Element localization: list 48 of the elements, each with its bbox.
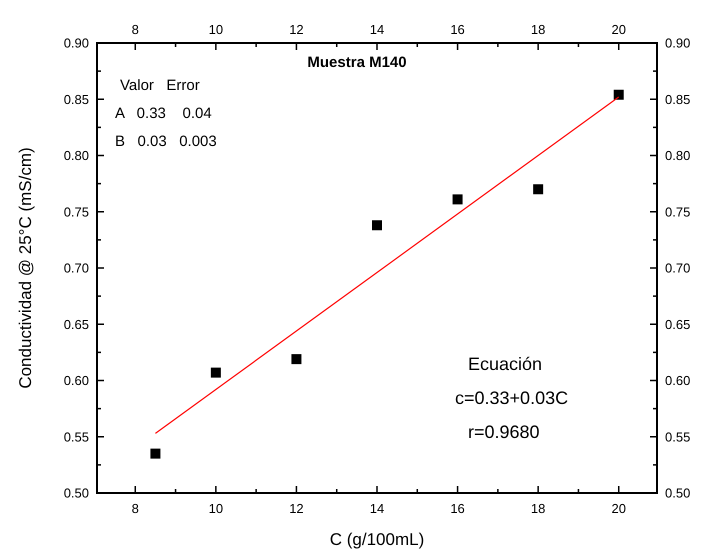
x2-tick-label: 14 (370, 501, 384, 516)
y2-tick-label: 0.75 (665, 204, 690, 220)
y2-tick-label: 0.90 (665, 36, 690, 51)
x-tick-label: 10 (208, 22, 224, 37)
point (150, 448, 160, 459)
x-tick-label: 12 (289, 22, 304, 37)
y2-tick-label: 0.85 (665, 92, 690, 107)
point (533, 184, 544, 194)
point (372, 220, 382, 230)
x2-tick-label: 20 (611, 501, 626, 516)
annotation: B 0.03 0.003 (115, 133, 217, 150)
x-axis-title: C (g/100mL) (330, 530, 424, 549)
point (452, 194, 463, 204)
y-tick-label: 0.50 (64, 486, 89, 501)
annotation: Ecuación (468, 354, 542, 374)
annotation: A 0.33 0.04 (115, 105, 212, 122)
x2-tick-label: 12 (289, 501, 304, 516)
x2-tick-label: 8 (132, 501, 139, 516)
x-tick-label: 18 (530, 22, 546, 37)
point (210, 368, 221, 378)
y-tick-label: 0.80 (64, 148, 89, 164)
y2-tick-label: 0.80 (665, 148, 690, 164)
y-tick-label: 0.70 (64, 260, 89, 276)
x2-tick-label: 16 (450, 501, 465, 516)
annotation: Valor Error (120, 77, 200, 94)
y2-tick-label: 0.65 (665, 316, 690, 332)
x-tick-label: 14 (370, 22, 384, 37)
y2-tick-label: 0.60 (665, 373, 690, 388)
x-tick-label: 8 (132, 22, 139, 37)
y-tick-label: 0.65 (64, 316, 89, 332)
y-tick-label: 0.75 (64, 204, 89, 220)
y2-tick-label: 0.55 (665, 429, 690, 444)
y2-tick-label: 0.50 (665, 486, 690, 501)
y2-tick-label: 0.70 (665, 260, 690, 276)
annotation: c=0.33+0.03C (455, 388, 568, 408)
y-tick-label: 0.55 (64, 429, 89, 444)
y-tick-label: 0.60 (64, 373, 89, 388)
y-axis-title: Conductividad @ 25°C (mS/cm) (16, 147, 35, 389)
y-tick-label: 0.90 (64, 36, 89, 51)
x2-tick-label: 10 (208, 501, 224, 516)
point (614, 90, 624, 100)
point (291, 354, 302, 364)
x2-tick-label: 18 (530, 501, 546, 516)
x-tick-label: 20 (611, 22, 626, 37)
x-tick-label: 16 (450, 22, 465, 37)
annotation: r=0.9680 (468, 422, 540, 442)
y-tick-label: 0.85 (64, 92, 89, 107)
text: Muestra M140 (307, 54, 407, 71)
